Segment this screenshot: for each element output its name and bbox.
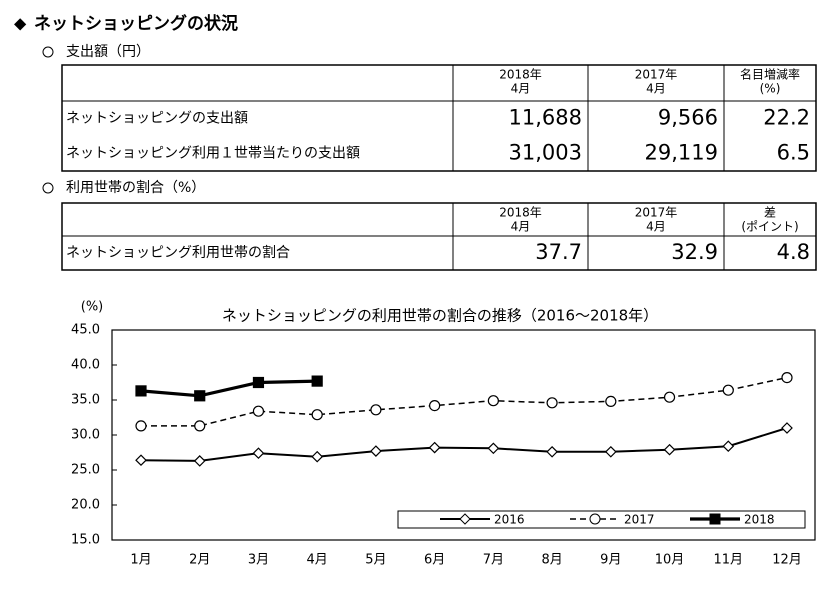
cell-value: 22.2: [763, 106, 810, 130]
y-tick-label: 40.0: [71, 358, 100, 373]
series-line: [140, 379, 318, 398]
marker: [663, 391, 676, 403]
marker: [781, 372, 793, 384]
section-heading: 支出額（円）: [66, 44, 150, 60]
marker: [429, 400, 441, 412]
section-heading: 利用世帯の割合（%）: [66, 179, 205, 196]
marker: [459, 513, 471, 525]
cell-value: 32.9: [671, 240, 718, 264]
marker: [252, 447, 265, 460]
column-header: 2017年: [635, 68, 678, 82]
marker: [428, 441, 441, 454]
marker: [722, 384, 734, 396]
y-tick-label: 20.0: [71, 498, 100, 513]
column-header: 2018年: [499, 68, 542, 82]
column-header: 4月: [511, 220, 531, 234]
column-header: 2017年: [635, 206, 678, 220]
plot-frame: [111, 329, 816, 541]
x-tick-label: 3月: [248, 553, 269, 568]
marker: [487, 395, 499, 407]
marker: [604, 445, 617, 458]
marker: [135, 454, 147, 467]
marker: [311, 375, 323, 387]
row-label: ネットショッピングの支出額: [66, 111, 248, 127]
cell-value: 9,566: [658, 106, 718, 130]
marker: [311, 409, 323, 421]
x-tick-label: 5月: [365, 553, 386, 568]
x-tick-label: 1月: [130, 553, 151, 568]
series-line: [141, 376, 788, 427]
x-tick-label: 8月: [541, 553, 562, 568]
x-tick-label: 7月: [483, 553, 504, 568]
marker: [135, 420, 147, 432]
column-header: (%): [760, 82, 781, 96]
marker: [546, 445, 558, 458]
marker: [194, 420, 206, 432]
marker: [370, 404, 382, 416]
column-header: 4月: [646, 82, 666, 96]
row-label: ネットショッピング利用１世帯当たりの支出額: [66, 146, 360, 162]
x-tick-label: 10月: [655, 553, 685, 568]
marker: [252, 376, 265, 389]
series-line: [140, 427, 788, 462]
x-tick-label: 11月: [713, 553, 743, 568]
column-header: 2018年: [499, 206, 542, 220]
marker: [194, 390, 206, 402]
y-tick-label: 35.0: [71, 393, 100, 408]
column-header: (ポイント): [741, 220, 798, 234]
bullet: ◆: [14, 14, 27, 33]
cell-value: 6.5: [777, 141, 810, 165]
cell-value: 31,003: [509, 141, 582, 165]
legend-label: 2018: [744, 513, 775, 527]
legend-label: 2017: [624, 513, 655, 527]
y-tick-label: 45.0: [71, 323, 100, 338]
x-tick-label: 2月: [189, 553, 210, 568]
marker: [193, 455, 206, 467]
y-tick-label: 25.0: [71, 463, 100, 478]
chart-title: ネットショッピングの利用世帯の割合の推移（2016～2018年）: [222, 307, 658, 325]
row-label: ネットショッピング利用世帯の割合: [66, 244, 290, 261]
cell-value: 11,688: [509, 106, 582, 130]
marker: [135, 385, 147, 397]
column-header: 4月: [511, 82, 531, 96]
marker: [589, 513, 601, 525]
marker: [546, 397, 558, 409]
column-header: 4月: [646, 220, 666, 234]
marker: [781, 422, 793, 434]
marker: [605, 395, 617, 407]
y-axis-label: (%): [81, 300, 104, 315]
cell-value: 37.7: [535, 240, 582, 264]
marker: [663, 443, 676, 456]
section-bullet: [42, 182, 54, 194]
marker: [311, 450, 324, 463]
table-frame: [61, 64, 817, 172]
cell-value: 4.8: [777, 240, 810, 264]
legend-label: 2016: [494, 513, 525, 527]
x-tick-label: 12月: [772, 553, 802, 568]
column-header: 差: [764, 206, 776, 220]
x-tick-label: 4月: [307, 553, 328, 568]
x-tick-label: 9月: [600, 553, 621, 568]
marker: [252, 405, 265, 417]
column-header: 名目増減率: [740, 67, 800, 82]
x-tick-label: 6月: [424, 553, 445, 568]
marker: [487, 442, 500, 455]
page-title: ネットショッピングの状況: [34, 13, 238, 34]
marker: [722, 440, 735, 453]
y-tick-label: 30.0: [71, 428, 100, 443]
section-bullet: [42, 46, 54, 58]
marker: [370, 445, 382, 457]
cell-value: 29,119: [645, 141, 718, 165]
y-tick-label: 15.0: [71, 533, 100, 548]
marker: [709, 513, 721, 525]
